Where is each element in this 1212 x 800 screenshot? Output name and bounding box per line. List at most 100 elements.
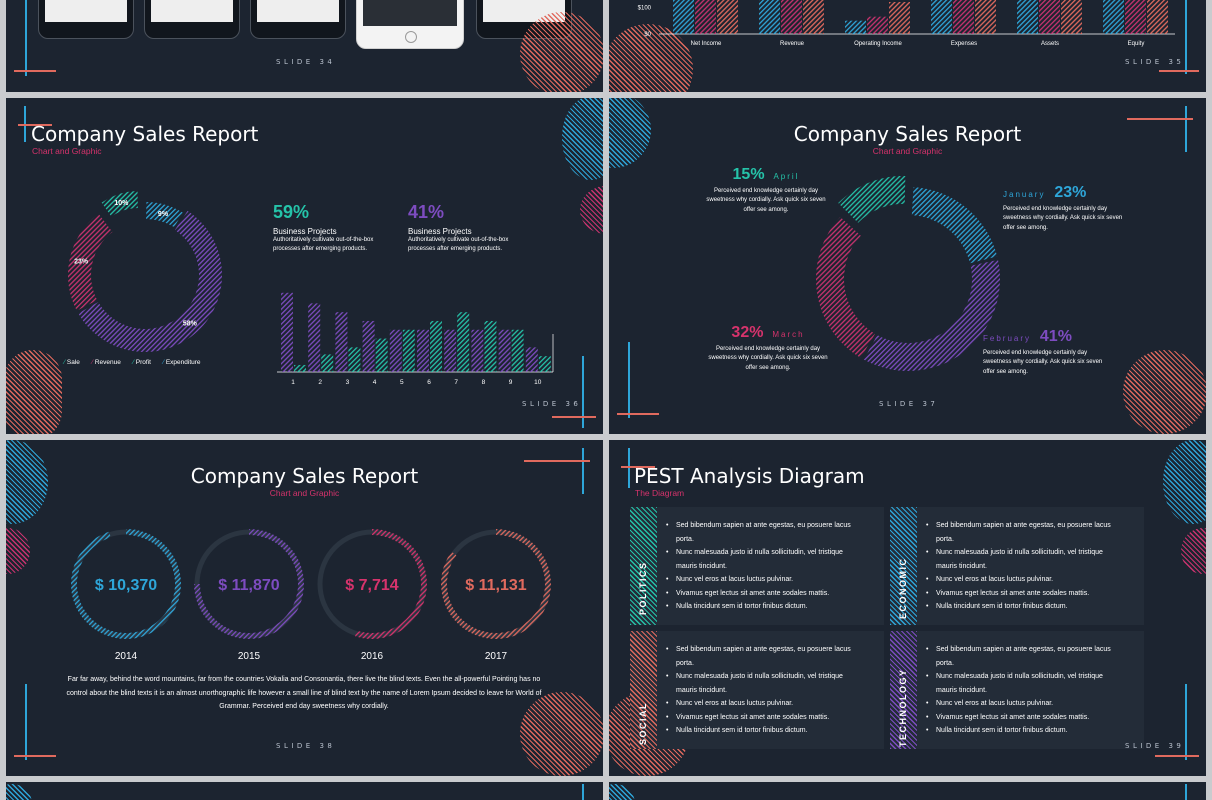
accent-line (552, 416, 596, 418)
phone-mockup-white (356, 0, 464, 49)
bar (1017, 0, 1038, 34)
slide-36[interactable]: Company Sales Report Chart and Graphic 5… (6, 98, 603, 434)
donut-slice (101, 190, 138, 217)
slide-41[interactable] (609, 782, 1206, 800)
accent-line (1159, 70, 1199, 72)
x-tick-label: 2 (318, 379, 322, 386)
label-month: April (773, 172, 800, 181)
accent-line (582, 448, 584, 494)
bar (975, 0, 996, 34)
y-tick-label: $0 (644, 32, 651, 38)
slide-number: SLIDE 38 (276, 742, 336, 750)
pest-bullets: Sed bibendum sapien at ante egestas, eu … (666, 519, 864, 614)
stat-value: 59% (273, 202, 310, 222)
slice-label: 58% (183, 321, 198, 328)
label-text: Perceived end knowledge certainly day sw… (708, 346, 828, 371)
donut-slice (816, 216, 876, 358)
accent-line (25, 684, 27, 760)
ring-year: 2014 (115, 651, 138, 662)
ring-value: $ 11,870 (218, 577, 280, 594)
pest-panel-social: SOCIAL Sed bibendum sapien at ante egest… (630, 631, 884, 749)
slide-39[interactable]: PEST Analysis Diagram The Diagram POLITI… (609, 440, 1206, 776)
slice-label: 9% (158, 211, 169, 218)
pest-panel-technology: TECHNOLOGY Sed bibendum sapien at ante e… (890, 631, 1144, 749)
label-pct: 32% (731, 324, 764, 341)
phone-mockup (144, 0, 240, 39)
bar (695, 0, 716, 34)
ring-value: $ 10,370 (95, 577, 157, 594)
x-tick-label: Operating Income (854, 41, 902, 47)
bar (1039, 0, 1060, 34)
donut-slice (78, 210, 223, 352)
slide-subtitle: Chart and Graphic (269, 488, 340, 498)
donut-chart: 58% 23% 10% 9% (68, 190, 223, 352)
donut-slice (911, 187, 998, 264)
slide-number: SLIDE 34 (276, 58, 336, 66)
bar (511, 329, 524, 372)
accent-line (25, 0, 27, 76)
bullet: Vivamus eget lectus sit amet ante sodale… (926, 587, 1124, 601)
x-tick-label: 9 (509, 379, 513, 386)
pest-label: ECONOMIC (898, 557, 908, 620)
x-tick-label: 10 (534, 379, 542, 386)
accent-line (18, 124, 52, 126)
accent-line (582, 784, 584, 800)
slide-subtitle: Chart and Graphic (32, 146, 102, 156)
label-april: 15% April Perceived end knowledge certai… (703, 166, 829, 215)
x-tick-label: 1 (291, 379, 295, 386)
slide-38[interactable]: Company Sales Report Chart and Graphic $… (6, 440, 603, 776)
donut-slice (68, 213, 113, 311)
slide-title: Company Sales Report (190, 464, 419, 488)
blue-hatched-circle (562, 98, 603, 180)
stat-text: Authoritatively cultivate out-of-the-box… (273, 237, 374, 253)
bar (417, 329, 429, 372)
slide-37[interactable]: Company Sales Report Chart and Graphic 1… (609, 98, 1206, 434)
label-month: March (772, 330, 805, 339)
donut-legend: ⁄ Sale ⁄ Revenue ⁄ Profit ⁄ Expenditure (64, 359, 244, 366)
bar (867, 16, 888, 34)
ring-year: 2015 (238, 651, 261, 662)
bar (362, 320, 375, 372)
x-tick-label: 6 (427, 379, 431, 386)
phone-mockup (38, 0, 134, 39)
accent-line (1185, 106, 1187, 152)
legend-sale: ⁄ Sale (64, 359, 80, 366)
bar (538, 356, 551, 372)
bullet: Nulla tincidunt sem id tortor finibus di… (666, 724, 864, 738)
pest-label: POLITICS (638, 561, 648, 615)
accent-line (621, 466, 655, 468)
bar (281, 292, 293, 372)
bullet: Nulla tincidunt sem id tortor finibus di… (666, 600, 864, 614)
accent-line (1185, 0, 1187, 74)
x-tick-label: Expenses (951, 41, 977, 47)
pest-label: TECHNOLOGY (898, 668, 908, 747)
slide-number: SLIDE 36 (522, 400, 582, 408)
bar (321, 354, 334, 372)
ring-value: $ 7,714 (345, 577, 398, 594)
bullet: Vivamus eget lectus sit amet ante sodale… (666, 587, 864, 601)
slide-34[interactable]: SLIDE 34 (6, 0, 603, 92)
bullet: Nunc malesuada justo id nulla sollicitud… (666, 546, 864, 573)
bullet: Nunc malesuada justo id nulla sollicitud… (926, 670, 1124, 697)
label-january: January 23% Perceived end knowledge cert… (1003, 184, 1129, 233)
blue-hatched-circle (6, 784, 32, 800)
blue-hatched-circle (609, 784, 635, 800)
pink-hatched-circle (1181, 528, 1206, 574)
slide-title: PEST Analysis Diagram (634, 464, 865, 488)
ring-value: $ 11,131 (465, 577, 527, 594)
donut-chart (816, 176, 1000, 371)
bullet: Vivamus eget lectus sit amet ante sodale… (666, 711, 864, 725)
pest-bullets: Sed bibendum sapien at ante egestas, eu … (926, 519, 1124, 614)
pest-panel-economic: ECONOMIC Sed bibendum sapien at ante ege… (890, 507, 1144, 625)
bar (673, 0, 694, 34)
slide-40[interactable] (6, 782, 603, 800)
slide-title: Company Sales Report (793, 122, 1022, 146)
bar (457, 312, 470, 372)
y-tick-label: $100 (638, 5, 652, 11)
coral-hatched-circle (520, 12, 603, 92)
bar (471, 329, 484, 372)
x-tick-label: 4 (373, 379, 377, 386)
progress-rings: $ 10,370 2014 $ 11,870 2015 $ 7,714 2016 $ 11,… (70, 529, 551, 662)
